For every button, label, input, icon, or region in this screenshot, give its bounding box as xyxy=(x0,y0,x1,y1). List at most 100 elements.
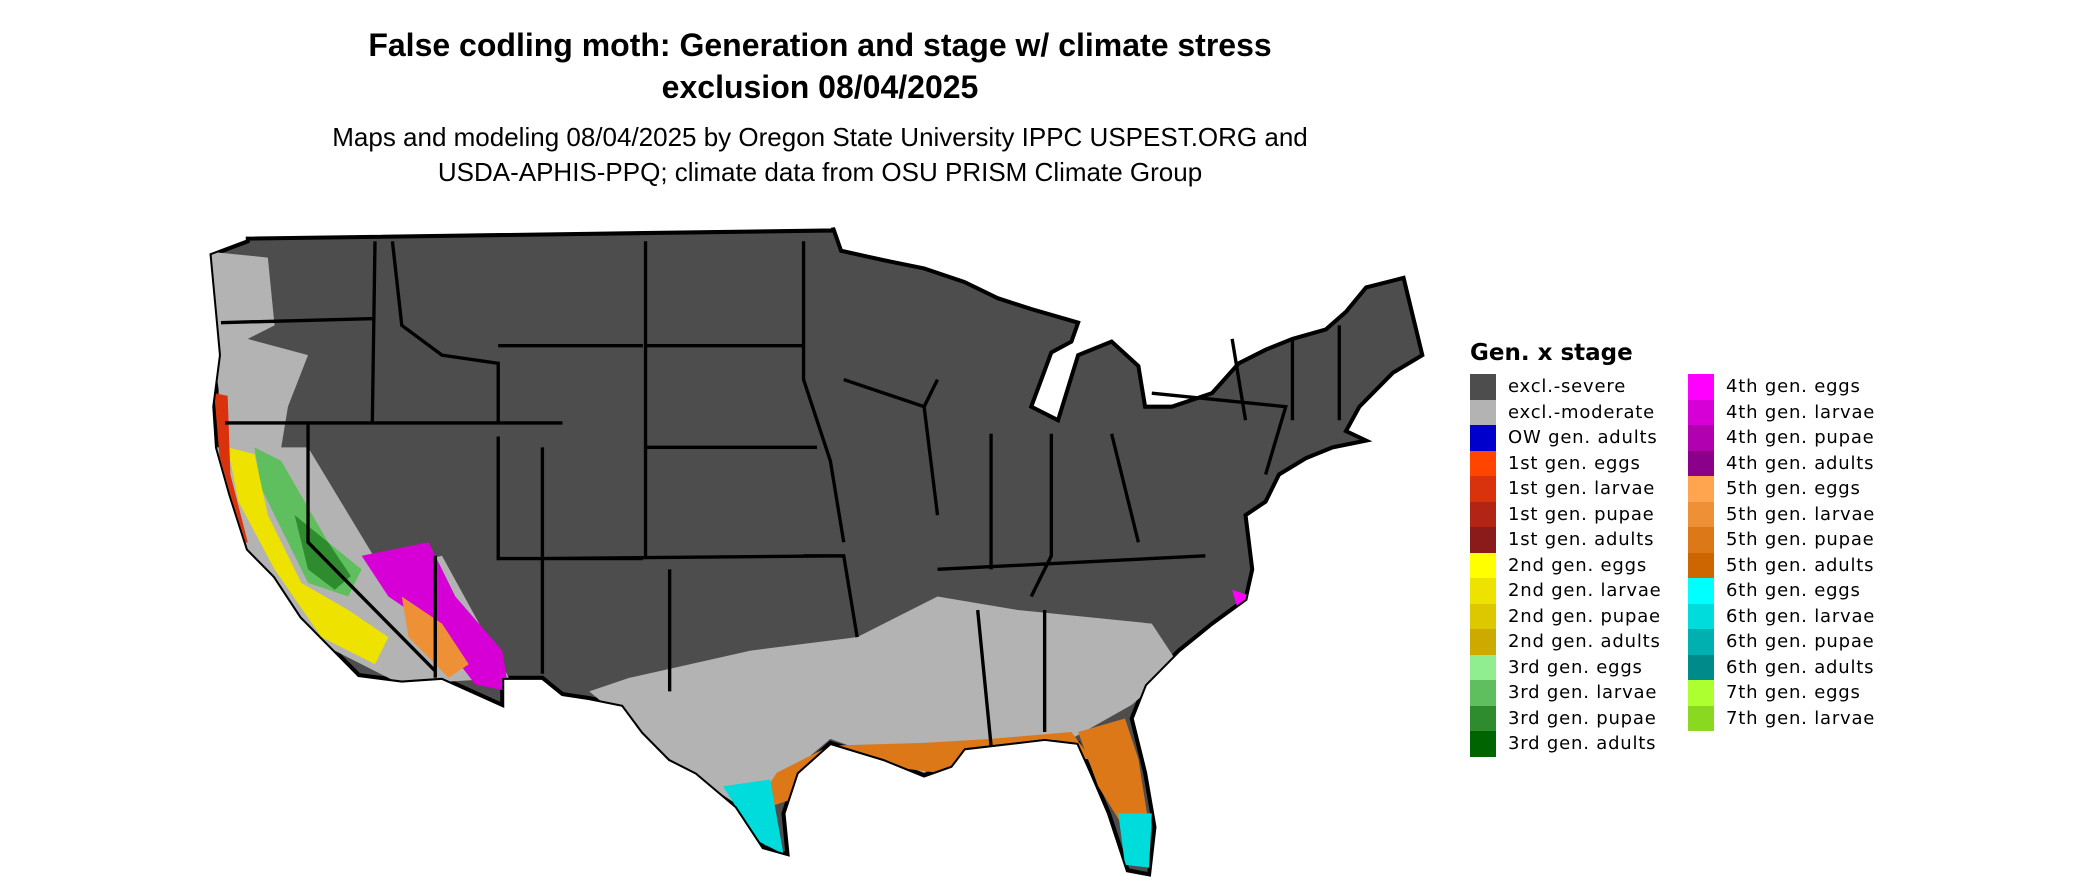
legend-swatch xyxy=(1470,731,1496,757)
legend-swatch xyxy=(1470,603,1496,629)
legend-column-2: 4th gen. eggs 4th gen. larvae 4th gen. pup… xyxy=(1688,374,1906,757)
legend-swatch xyxy=(1470,629,1496,655)
legend-item: 5th gen. eggs xyxy=(1688,476,1906,502)
legend-swatch xyxy=(1470,578,1496,604)
legend-swatch xyxy=(1688,399,1714,425)
legend-label: 4th gen. adults xyxy=(1726,452,1875,474)
legend-swatch xyxy=(1688,654,1714,680)
title-line-2: exclusion 08/04/2025 xyxy=(661,69,979,105)
legend-swatch xyxy=(1470,374,1496,400)
legend-item: 2nd gen. pupae xyxy=(1470,603,1688,629)
legend-label: 5th gen. pupae xyxy=(1726,529,1875,551)
legend-item: 5th gen. larvae xyxy=(1688,501,1906,527)
legend-item: excl.-moderate xyxy=(1470,399,1688,425)
region-excl-moderate-gulf xyxy=(589,596,1179,814)
region-6th-gen-texas xyxy=(723,779,784,855)
legend-item: 6th gen. larvae xyxy=(1688,603,1906,629)
legend-item: 2nd gen. larvae xyxy=(1470,578,1688,604)
legend-item: 5th gen. pupae xyxy=(1688,527,1906,553)
legend-label: 7th gen. larvae xyxy=(1726,707,1876,729)
legend-item: 1st gen. pupae xyxy=(1470,501,1688,527)
legend-column-1: excl.-severe excl.-moderate OW gen. adults… xyxy=(1470,374,1688,757)
legend-swatch xyxy=(1470,705,1496,731)
legend-label: 2nd gen. eggs xyxy=(1508,554,1648,576)
legend-item: 3rd gen. eggs xyxy=(1470,654,1688,680)
legend-swatch xyxy=(1470,476,1496,502)
legend-swatch xyxy=(1470,680,1496,706)
legend-item: 7th gen. larvae xyxy=(1688,705,1906,731)
legend-swatch xyxy=(1470,501,1496,527)
legend-label: 3rd gen. pupae xyxy=(1508,707,1657,729)
legend-swatch xyxy=(1470,527,1496,553)
legend-label: 5th gen. adults xyxy=(1726,554,1875,576)
legend-item: 4th gen. adults xyxy=(1688,450,1906,476)
legend-swatch xyxy=(1688,680,1714,706)
state-borders xyxy=(220,241,1341,746)
legend-swatch xyxy=(1688,629,1714,655)
legend-swatch xyxy=(1688,450,1714,476)
legend-label: 6th gen. adults xyxy=(1726,656,1875,678)
legend-label: excl.-severe xyxy=(1508,376,1627,398)
legend-label: 3rd gen. adults xyxy=(1508,733,1657,755)
legend-title: Gen. x stage xyxy=(1470,340,1633,366)
legend-items: excl.-severe excl.-moderate OW gen. adults… xyxy=(1470,374,1906,757)
legend-swatch xyxy=(1470,399,1496,425)
legend-label: 3rd gen. eggs xyxy=(1508,656,1643,678)
legend-item: 1st gen. adults xyxy=(1470,527,1688,553)
legend-label: 1st gen. pupae xyxy=(1508,503,1655,525)
legend-label: 3rd gen. larvae xyxy=(1508,682,1658,704)
legend-swatch xyxy=(1470,425,1496,451)
legend-item: 2nd gen. eggs xyxy=(1470,552,1688,578)
legend-item: 3rd gen. adults xyxy=(1470,731,1688,757)
legend-swatch xyxy=(1688,705,1714,731)
legend-label: 7th gen. eggs xyxy=(1726,682,1861,704)
region-1st-gen-coast xyxy=(214,393,248,545)
legend-label: OW gen. adults xyxy=(1508,427,1658,449)
legend-item: 5th gen. adults xyxy=(1688,552,1906,578)
legend-item: 3rd gen. larvae xyxy=(1470,680,1688,706)
legend-item: 7th gen. eggs xyxy=(1688,680,1906,706)
legend-label: 1st gen. larvae xyxy=(1508,478,1656,500)
legend-swatch xyxy=(1470,552,1496,578)
region-2nd-gen-ca xyxy=(227,447,389,665)
subtitle-line-1: Maps and modeling 08/04/2025 by Oregon S… xyxy=(332,122,1308,152)
title-line-1: False codling moth: Generation and stage… xyxy=(368,27,1272,63)
subtitle-line-2: USDA-APHIS-PPQ; climate data from OSU PR… xyxy=(437,157,1203,187)
legend-swatch xyxy=(1688,527,1714,553)
legend-label: 5th gen. larvae xyxy=(1726,503,1876,525)
legend-swatch xyxy=(1688,501,1714,527)
legend-swatch xyxy=(1688,374,1714,400)
legend-swatch xyxy=(1688,476,1714,502)
legend-label: excl.-moderate xyxy=(1508,401,1656,423)
legend: Gen. x stage excl.-severe excl.-moderate O… xyxy=(1470,340,1906,757)
legend-swatch xyxy=(1688,425,1714,451)
legend-swatch xyxy=(1470,450,1496,476)
legend-label: 4th gen. eggs xyxy=(1726,376,1861,398)
legend-swatch xyxy=(1470,654,1496,680)
legend-item: 6th gen. pupae xyxy=(1688,629,1906,655)
legend-swatch xyxy=(1688,603,1714,629)
legend-label: 1st gen. adults xyxy=(1508,529,1655,551)
map-title: False codling moth: Generation and stage… xyxy=(0,24,1640,108)
legend-label: 4th gen. larvae xyxy=(1726,401,1876,423)
legend-label: 6th gen. pupae xyxy=(1726,631,1875,653)
legend-label: 4th gen. pupae xyxy=(1726,427,1875,449)
legend-item: 1st gen. larvae xyxy=(1470,476,1688,502)
legend-item: 4th gen. pupae xyxy=(1688,425,1906,451)
region-5th-gen-florida xyxy=(1078,718,1150,841)
legend-label: 1st gen. eggs xyxy=(1508,452,1641,474)
legend-item: OW gen. adults xyxy=(1470,425,1688,451)
legend-label: 6th gen. larvae xyxy=(1726,605,1876,627)
legend-item: 2nd gen. adults xyxy=(1470,629,1688,655)
legend-swatch xyxy=(1688,578,1714,604)
legend-item: 4th gen. larvae xyxy=(1688,399,1906,425)
legend-item: 4th gen. eggs xyxy=(1688,374,1906,400)
legend-item: 1st gen. eggs xyxy=(1470,450,1688,476)
map-subtitle: Maps and modeling 08/04/2025 by Oregon S… xyxy=(0,120,1640,190)
legend-item: 6th gen. eggs xyxy=(1688,578,1906,604)
legend-label: 2nd gen. larvae xyxy=(1508,580,1662,602)
legend-item: 3rd gen. pupae xyxy=(1470,705,1688,731)
legend-swatch xyxy=(1688,552,1714,578)
legend-label: 2nd gen. adults xyxy=(1508,631,1661,653)
